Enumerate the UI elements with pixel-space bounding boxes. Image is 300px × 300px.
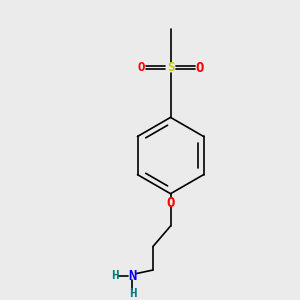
Text: O: O [137,61,145,74]
Text: H: H [111,269,118,282]
Text: S: S [167,61,174,74]
Text: N: N [128,269,136,283]
Text: O: O [196,61,204,74]
Text: H: H [129,287,136,300]
Text: O: O [167,196,175,209]
